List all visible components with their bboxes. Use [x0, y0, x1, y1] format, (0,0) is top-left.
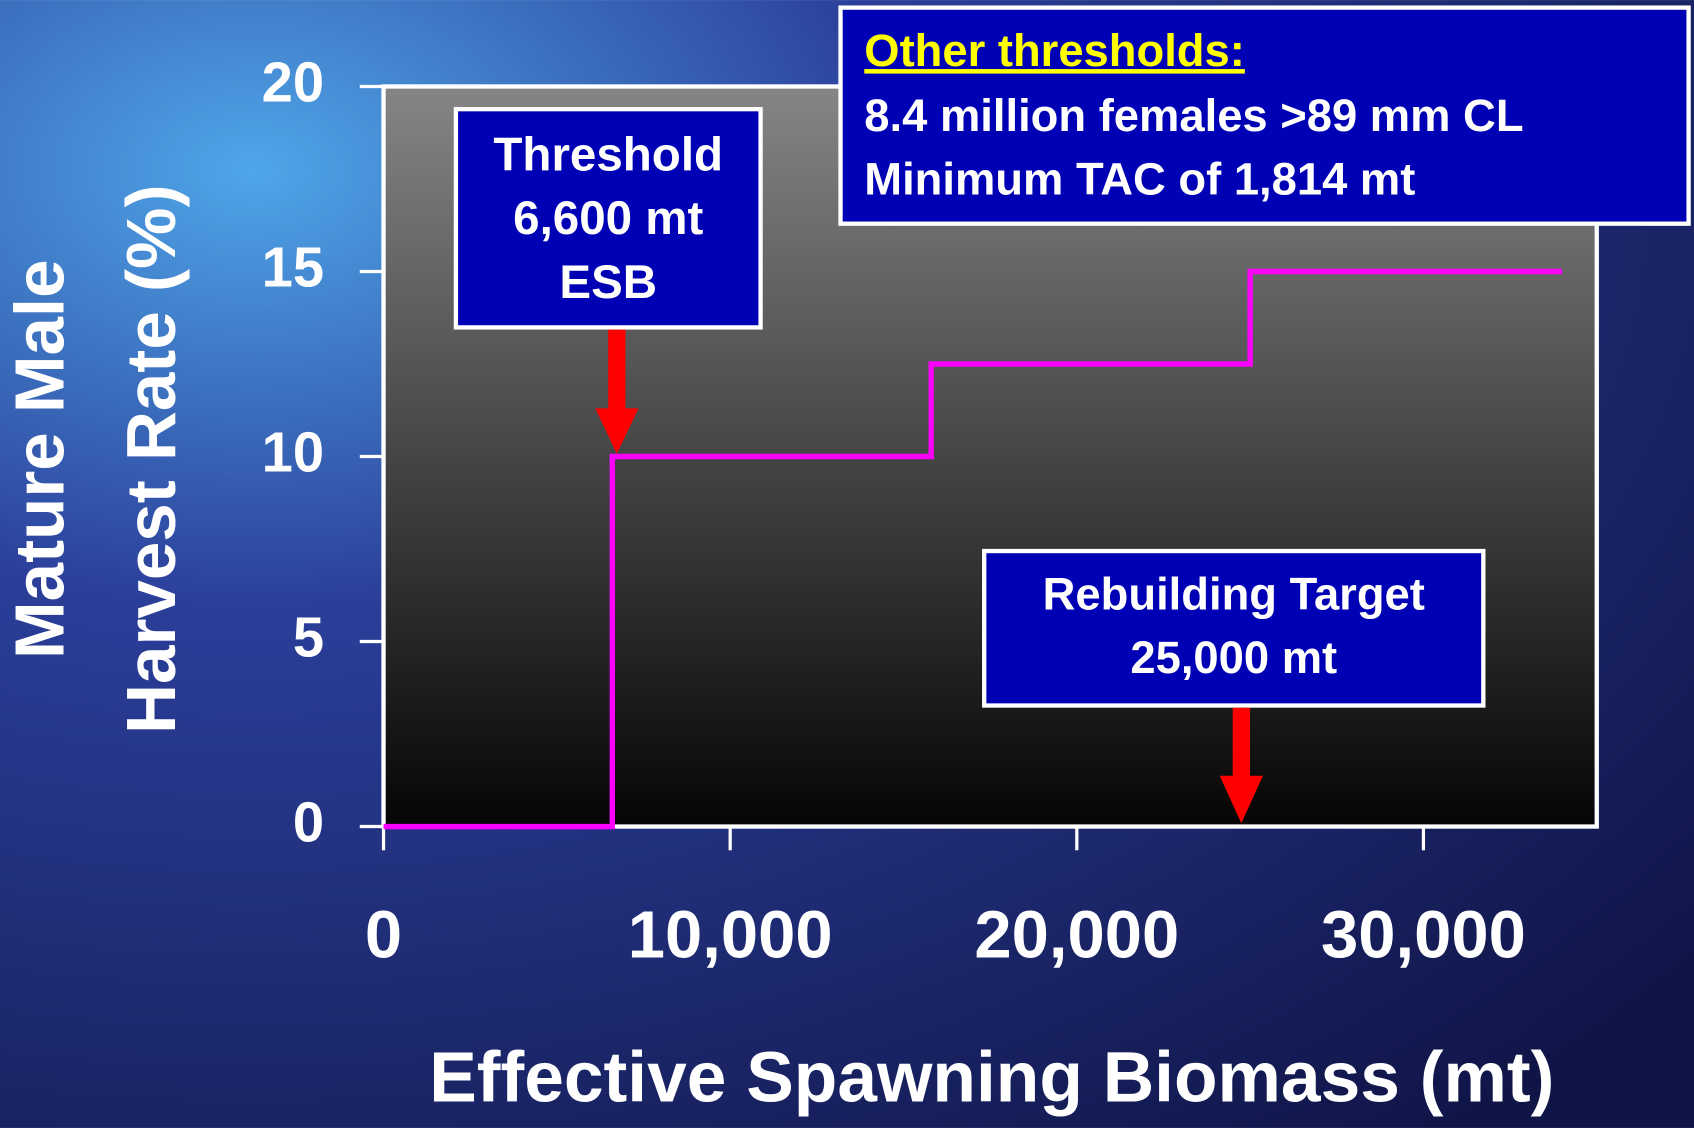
y-axis-label: Harvest Rate (%)	[112, 185, 190, 734]
harvest-line	[383, 268, 1563, 830]
y-tick-label: 20	[262, 50, 324, 113]
y-axis-label: Mature Male	[1, 259, 79, 659]
annotation-text: Rebuilding Target	[1043, 568, 1425, 619]
arrow	[595, 329, 639, 454]
annotation-text: Minimum TAC of 1,814 mt	[864, 154, 1415, 205]
y-tick-label: 5	[293, 605, 324, 668]
y-tick-label: 15	[262, 235, 324, 298]
annotation-text: 8.4 million females >89 mm CL	[864, 90, 1523, 141]
annotation-box	[982, 548, 1486, 708]
y-tick-label: 10	[262, 420, 324, 483]
annotation-box	[838, 5, 1691, 226]
x-axis-label: Effective Spawning Biomass (mt)	[429, 1037, 1554, 1117]
annotation-text: ESB	[559, 256, 657, 309]
x-tick-label: 20,000	[974, 898, 1179, 973]
annotation-text: 6,600 mt	[513, 192, 703, 245]
x-tick-label: 0	[365, 898, 402, 973]
arrow	[1219, 707, 1263, 824]
annotation-title: Other thresholds:	[864, 25, 1245, 76]
annotation-text: 25,000 mt	[1130, 632, 1337, 683]
x-tick-label: 30,000	[1321, 898, 1526, 973]
annotation-box	[453, 107, 763, 330]
x-tick-label: 10,000	[628, 898, 833, 973]
annotation-text: Threshold	[493, 128, 723, 181]
y-tick-label: 0	[293, 790, 324, 853]
